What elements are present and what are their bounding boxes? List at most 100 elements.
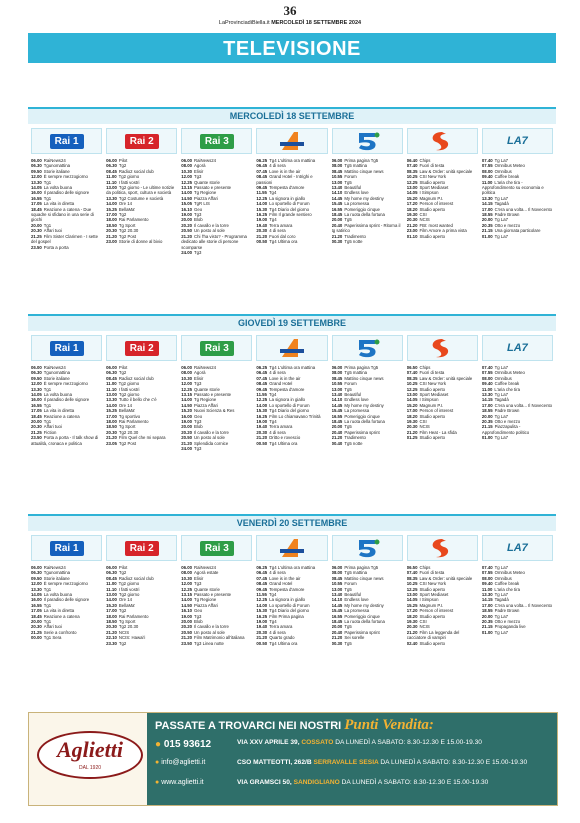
program-time: 18.55	[481, 608, 493, 614]
channel-column: 06.00 Prima pagina Tg5 08.00 Tg5 mattina 08.…	[332, 565, 403, 705]
program-title: La volta buona	[43, 392, 72, 398]
program: 18.55 Padre Brown	[482, 408, 553, 413]
channel-logo: Rai 2	[106, 335, 178, 361]
program-title: RaiNews24	[194, 365, 217, 370]
program-time: 06.45	[256, 570, 268, 576]
program-title: Elisir	[194, 168, 204, 174]
program-title: Un posto al sole	[194, 629, 225, 635]
program-title: La volta buona	[43, 592, 72, 598]
program: 00.30 Tg5 notte	[332, 239, 403, 244]
program-title: Law & Order: unità speciale	[419, 375, 473, 381]
page-number: 36	[283, 3, 297, 18]
program: 07.40 Fuori di testa	[407, 370, 478, 375]
program-time: 10.25	[406, 174, 418, 180]
store: VIA XXV APRILE 39, COSSATO DA LUNEDÌ A S…	[237, 739, 552, 759]
program-title: Tg4 Ultima ora	[269, 440, 298, 446]
program-time: 13.00	[406, 185, 418, 191]
program: 14.00 Tg Regione	[181, 397, 252, 402]
program-time: 06.50	[406, 365, 418, 370]
program-time: 07.40	[406, 163, 418, 169]
program: 06.00 RaiNews24	[31, 365, 102, 370]
program: 09.40 Coffee break	[482, 581, 553, 586]
program-title: My home my destiny	[344, 402, 384, 408]
program-title: Tg3	[194, 613, 202, 619]
listing-columns: 06.00 RaiNews24 06.30 Tgunomattina 09.50 Stor…	[28, 565, 556, 705]
program-title: Omnibus	[494, 168, 512, 174]
program-title: Love is in the air	[269, 375, 301, 381]
program-title: Passato e presente	[194, 392, 232, 398]
program-title: La ruota della fortuna	[344, 619, 385, 625]
channel-logo: LA7	[481, 535, 553, 561]
program-time: 23.30	[106, 640, 117, 646]
program: 07.55 Omnibus Meteo	[482, 570, 553, 575]
program: 09.45 Tempesta d'amore	[256, 387, 327, 392]
program: 18.55 Padre Brown	[482, 212, 553, 217]
icon-shape	[359, 340, 376, 358]
program-time: 18.00	[106, 419, 117, 425]
program: 12.00 Tg3	[181, 381, 252, 386]
program: 08.45 Grand Hotel	[256, 581, 327, 586]
program: 18.00 Rai Parlamento	[106, 419, 177, 424]
program-title: Tg1	[43, 195, 52, 201]
program-title: Storie italiane	[43, 375, 70, 381]
program-time: 08.00	[331, 370, 343, 376]
program-title: Otto e mezzo	[494, 222, 521, 228]
program-title: Prima pagina Tg5	[344, 565, 379, 570]
program-time: 08.00	[181, 570, 193, 576]
program: 14.50 Piazza Affari	[181, 603, 252, 608]
program-title: Agorà estate	[194, 570, 219, 576]
program-title: Rai Parlamento	[118, 613, 149, 619]
program-title: Il cavallo e la torre	[194, 429, 229, 435]
program-time: 14.15	[481, 201, 493, 207]
program-title: Tg2 Post	[118, 233, 137, 239]
program-time: 00.00	[31, 635, 42, 641]
program-title: Tutto il bello che c'è	[118, 397, 157, 403]
program-time: 08.35	[406, 168, 418, 174]
program-time: 13.00	[106, 392, 117, 398]
program-time: 06.30	[31, 370, 42, 376]
program-time: 06.00	[31, 565, 42, 570]
program-title: Un posto al sole	[194, 228, 225, 234]
program: 08.00 Tg5 mattina	[332, 163, 403, 168]
program: 16.25 Film Lo chiamavano Trinità	[256, 414, 327, 419]
program: 21.15 Propaganda live	[482, 624, 553, 629]
program-time: 21.20	[331, 233, 343, 239]
program-time: 20.00	[331, 217, 343, 223]
icon-shape	[359, 540, 376, 558]
channel-icon	[432, 539, 449, 558]
program-title: L'aria che tira	[494, 386, 521, 392]
program: 09.50 Storie italiane	[31, 576, 102, 581]
program-time: 17.05	[31, 408, 42, 414]
channel-logo: LA7	[481, 128, 553, 154]
program-time: 01.00	[481, 435, 493, 441]
program-time: 11.55	[256, 592, 267, 598]
program-time: 18.00	[106, 613, 117, 619]
program-title: Tg4 Diario del giorno	[269, 408, 310, 414]
program-title: Grand Hotel	[269, 381, 293, 387]
program: 14.50 Piazza Affari	[181, 196, 252, 201]
program: 15.30 Tg4 Diario del giorno	[256, 608, 327, 613]
program-title: Tg4 Ultima ora	[269, 239, 298, 245]
program-time: 17.00	[106, 212, 117, 218]
program: 18.45 Reazione a catena	[31, 614, 102, 619]
program-title: Lo sportello di Forum	[269, 402, 310, 408]
program-title: Piazza Affari	[194, 602, 218, 608]
program-title: La vita in diretta	[43, 608, 75, 614]
program: 06.00 Pilot	[106, 158, 177, 163]
logo-text: LA7	[507, 542, 528, 554]
program: 17.00 Tg sportivo	[106, 414, 177, 419]
program: 16.55 Tg1	[31, 403, 102, 408]
program-time: 13.30	[106, 397, 117, 403]
program-title: Storie di donne al bivio	[118, 239, 163, 245]
program-title: La signora in giallo	[269, 195, 306, 201]
program-time: 21.15	[481, 624, 493, 630]
program-title: Chips	[419, 365, 431, 370]
program-title: Otto e mezzo	[494, 419, 521, 425]
store-hours: DA LUNEDÌ A SABATO: 8.30-12.30 E 15.00-1…	[380, 759, 528, 766]
program: 15.25 BellaMa'	[106, 408, 177, 413]
program: 20.30 Affari tuoi	[31, 624, 102, 629]
program: 20.30 Affari tuoi	[31, 424, 102, 429]
program: 16.55 Tg1	[31, 196, 102, 201]
program-time: 07.40	[406, 370, 418, 376]
program-time: 14.05	[406, 597, 418, 603]
